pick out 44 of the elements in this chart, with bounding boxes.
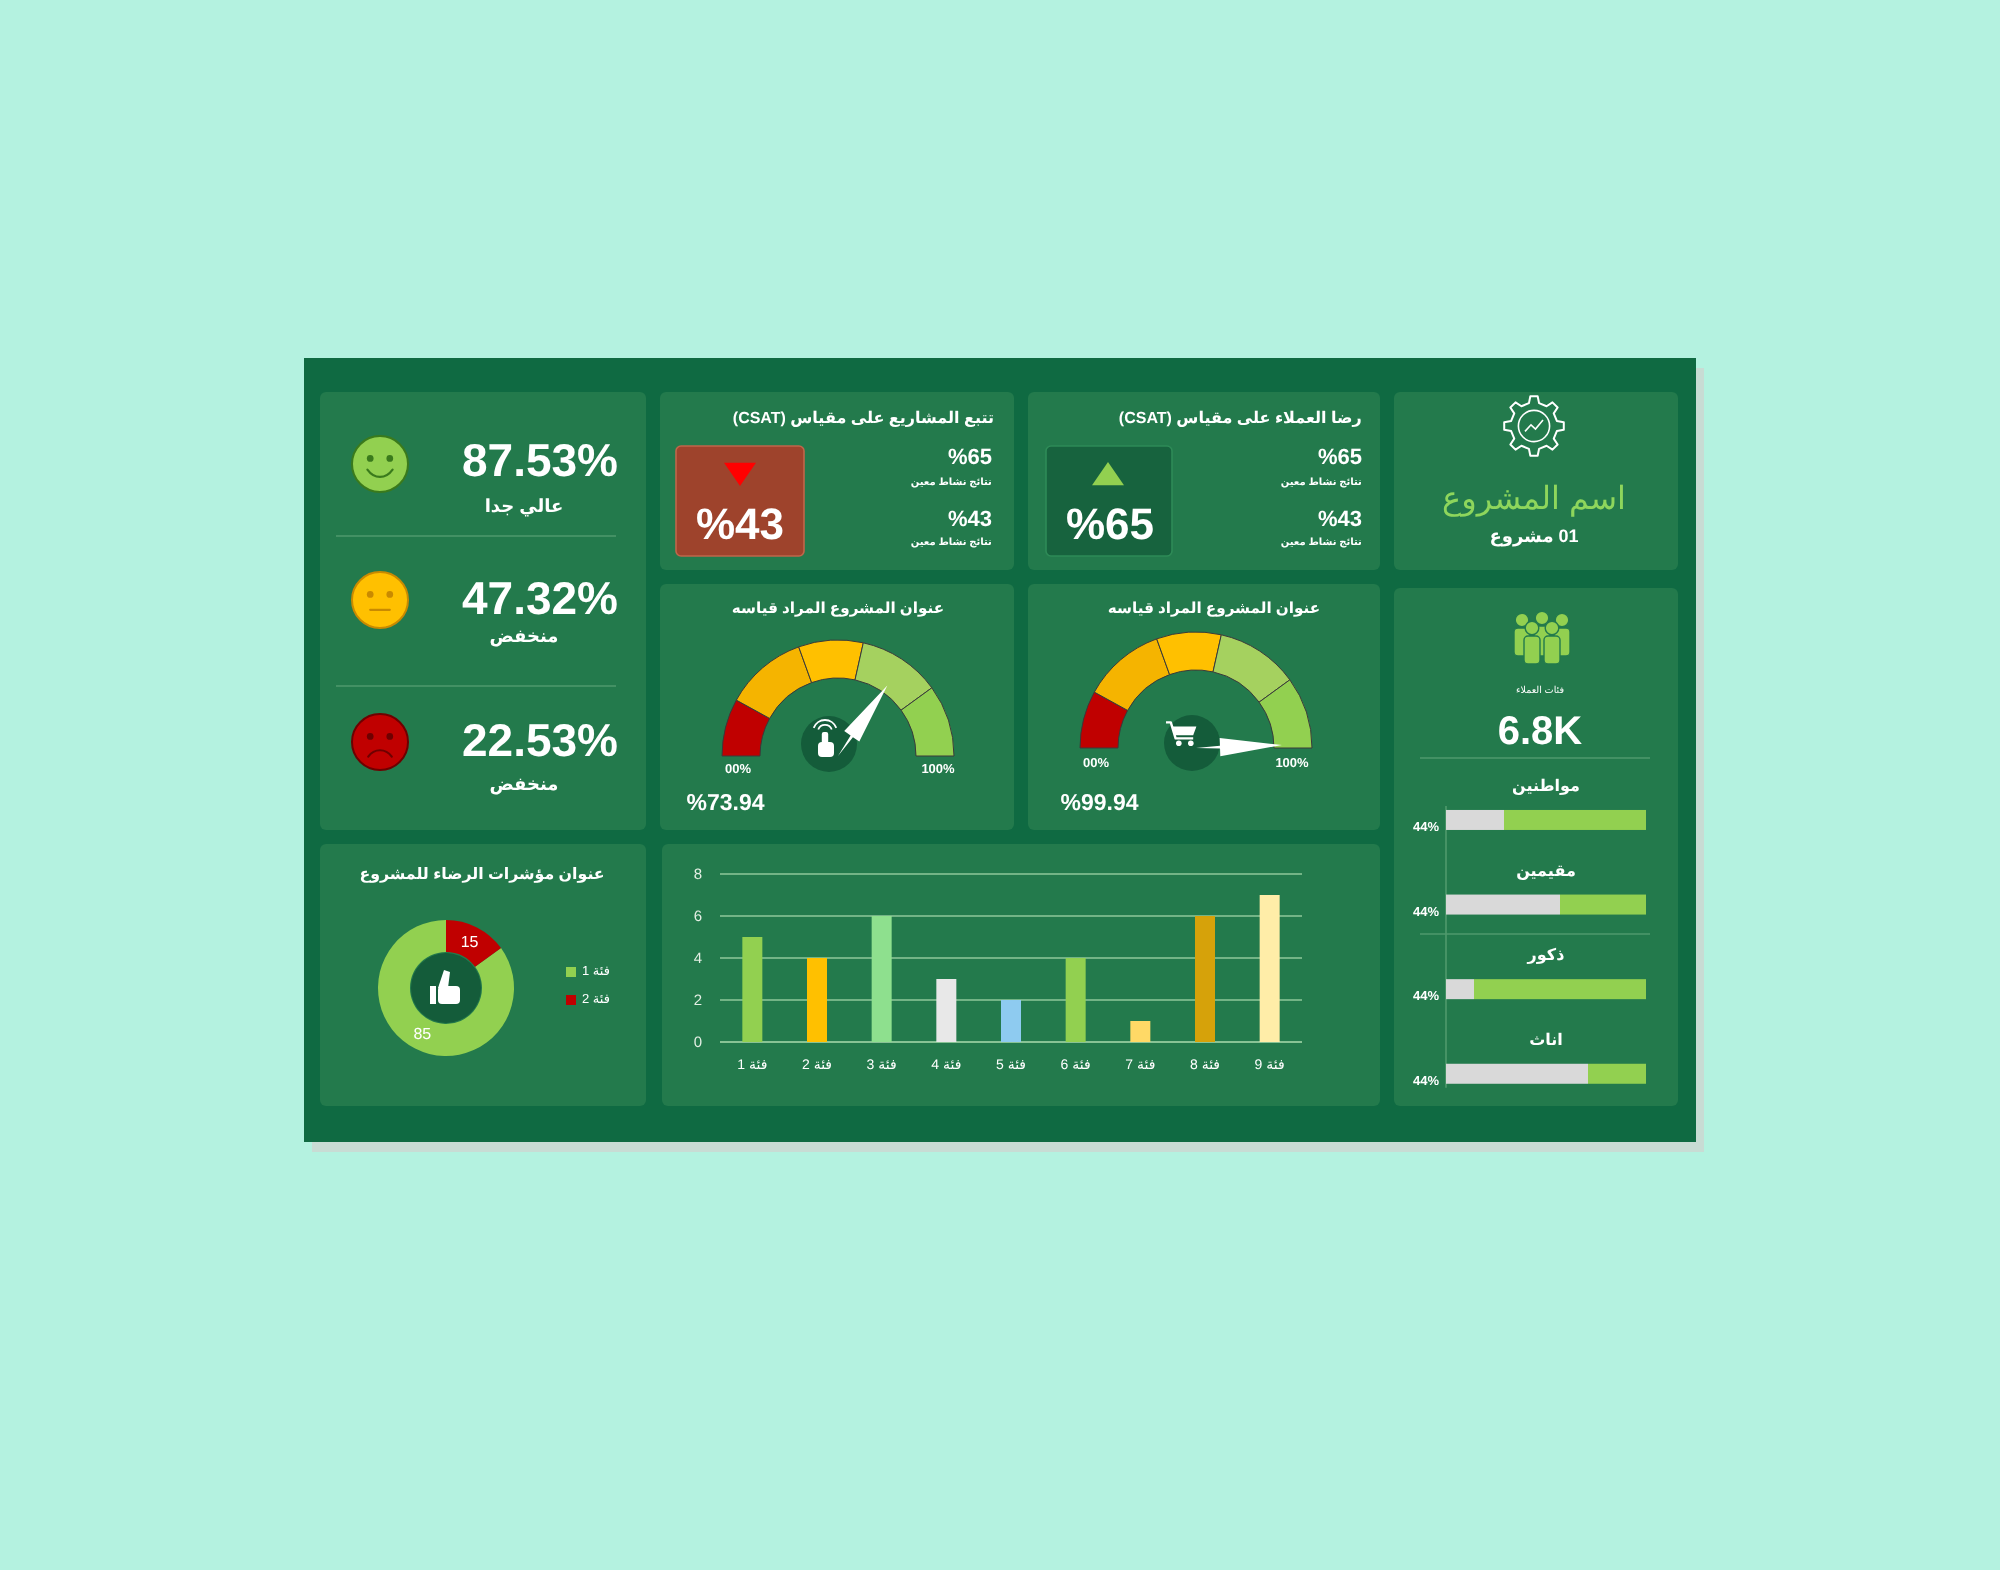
text: منخفض — [489, 626, 559, 648]
y-tick-label: مقيمين — [1516, 861, 1576, 880]
y-tick-label: ذكور — [1525, 946, 1565, 965]
bar — [1130, 1021, 1151, 1042]
text: %65 — [1317, 446, 1362, 470]
text: عالي جدا — [484, 496, 564, 518]
bar — [1195, 916, 1215, 1042]
bar — [742, 937, 763, 1042]
text: منخفض — [489, 774, 559, 796]
text: %73.94 — [686, 792, 766, 816]
bar — [936, 979, 957, 1042]
text: تتبع المشاريع على مقياس (CSAT) — [732, 409, 994, 427]
text: 47.32% — [461, 572, 619, 624]
donut-slice — [378, 920, 514, 1056]
bar — [1446, 809, 1504, 830]
text: اسم المشروع — [1442, 483, 1626, 517]
text: %65 — [1065, 499, 1155, 549]
bar — [1504, 809, 1646, 830]
bar — [1065, 958, 1086, 1042]
bar — [1560, 894, 1646, 915]
bar — [1259, 895, 1280, 1042]
bar — [807, 958, 827, 1042]
text: %43 — [695, 499, 785, 549]
text: %65 — [947, 446, 992, 470]
text: 22.53% — [461, 714, 619, 766]
text: %99.94 — [1060, 792, 1140, 816]
text: 01 مشروع — [1489, 526, 1579, 548]
text: %43 — [1317, 508, 1362, 532]
text: رضا العملاء على مقياس (CSAT) — [1118, 409, 1363, 427]
bar — [871, 916, 892, 1042]
bar — [1001, 1000, 1021, 1042]
bar — [1446, 979, 1474, 1000]
data-label: 15 — [460, 932, 480, 951]
donut-slice — [446, 920, 502, 967]
text: 6.8K — [1497, 710, 1584, 754]
data-label: 85 — [413, 1025, 433, 1044]
bar — [1446, 894, 1560, 915]
y-tick-label: اناث — [1529, 1030, 1564, 1049]
bar — [1588, 1063, 1646, 1084]
bar — [1474, 979, 1646, 1000]
y-tick-label: مواطنين — [1512, 776, 1581, 795]
text: 87.53% — [461, 434, 619, 486]
text: %43 — [947, 508, 992, 532]
bar — [1446, 1063, 1588, 1084]
